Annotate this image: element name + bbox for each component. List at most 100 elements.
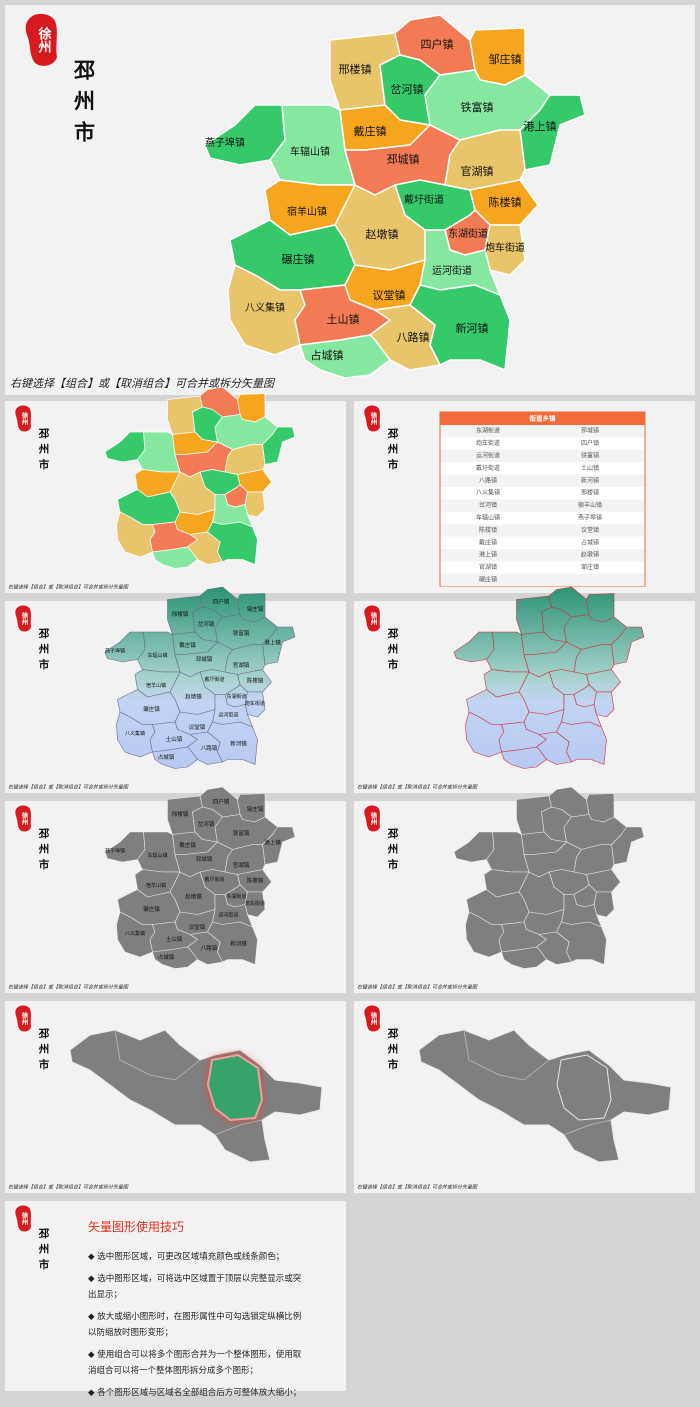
town-label: 八路镇 <box>201 944 218 952</box>
town-label: 炮车街道 <box>245 900 265 907</box>
table-cell: 邳城镇 <box>581 427 599 435</box>
caption: 右键选择【组合】或【取消组合】可合并或拆分矢量图 <box>8 984 129 991</box>
town-label: 东湖街道 <box>226 893 246 900</box>
region <box>152 946 198 969</box>
caption: 右键选择【组合】或【取消组合】可合并或拆分矢量图 <box>8 584 129 591</box>
town-label: 戴圩街道 <box>404 193 444 206</box>
tips: 矢量图形使用技巧 ◆ 选中图形区域，可更改区域填充颜色或线条颜色； ◆ 选中图形区… <box>88 1218 303 1407</box>
table-header: 街道乡镇 <box>529 414 557 423</box>
table-cell: 占城镇 <box>581 538 599 546</box>
caption: 右键选择【组合】或【取消组合】可合并或拆分矢量图 <box>8 784 129 791</box>
town-label: 八义集镇 <box>125 730 145 737</box>
table-row <box>440 425 645 438</box>
town-label: 岔河镇 <box>198 820 215 828</box>
table-cell: 岔河镇 <box>479 501 497 509</box>
table-row <box>440 499 645 512</box>
town-label: 铁富镇 <box>233 829 250 837</box>
region <box>69 1029 323 1163</box>
table-cell: 官湖镇 <box>479 563 497 571</box>
town-label: 四户镇 <box>213 598 230 606</box>
town-label: 邳城镇 <box>196 855 213 863</box>
town-label: 邹庄镇 <box>247 605 264 613</box>
logo-text: 徐州 <box>20 1211 29 1227</box>
tip-item: ◆ 选中图形区域，可将选中区域置于顶层以完整显示或突出显示； <box>88 1274 302 1300</box>
map <box>453 786 645 969</box>
table-row <box>440 449 645 463</box>
logo-text: 徐州 <box>369 411 378 427</box>
town-label: 港上镇 <box>264 639 281 647</box>
table-cell: 戴庄镇 <box>479 538 497 546</box>
town-label: 陈楼镇 <box>489 195 522 209</box>
highlight-region <box>206 1053 264 1122</box>
city-name: 邳州市 <box>387 628 399 675</box>
town-label: 炮车街道 <box>245 700 265 707</box>
town-label: 占城镇 <box>311 348 344 362</box>
town-label: 四户镇 <box>213 798 230 806</box>
logo-text: 徐州 <box>20 811 29 827</box>
table-cell: 炮车街道 <box>476 439 500 447</box>
region-map <box>418 1029 672 1163</box>
logo-text: 徐州 <box>36 26 53 54</box>
logo-seal <box>15 405 31 432</box>
region-border <box>463 1029 550 1081</box>
town-label: 车辐山镇 <box>147 852 167 859</box>
town-label: 邹庄镇 <box>247 805 264 813</box>
town-label: 八义集镇 <box>245 301 285 314</box>
table-cell: 八路镇 <box>479 476 497 484</box>
table-cell: 燕子埠镇 <box>578 514 602 522</box>
town-label: 运河街道 <box>218 912 238 919</box>
table-cell: 邢楼镇 <box>581 489 599 497</box>
town-label: 议堂镇 <box>189 723 206 731</box>
region <box>262 826 296 865</box>
town-label: 议堂镇 <box>189 923 206 931</box>
caption: 右键选择【组合】或【取消组合】可合并或拆分矢量图 <box>357 784 478 791</box>
city-name: 邳州市 <box>38 428 50 475</box>
town-label: 土山镇 <box>166 735 183 743</box>
logo-seal <box>15 605 31 632</box>
region <box>611 626 645 665</box>
logo-seal <box>15 805 31 832</box>
town-label: 土山镇 <box>327 312 360 326</box>
town-label: 八路镇 <box>201 744 218 752</box>
town-label: 碾庄镇 <box>143 905 160 913</box>
logo-text: 徐州 <box>369 811 378 827</box>
city-name: 邳州市 <box>387 1028 399 1075</box>
logo-seal <box>25 13 57 66</box>
table-cell: 铁富镇 <box>581 452 599 460</box>
region <box>152 546 198 569</box>
town-label: 东湖街道 <box>226 693 246 700</box>
town-label: 邢楼镇 <box>172 810 189 818</box>
town-label: 邳城镇 <box>196 655 213 663</box>
table-cell: 议堂镇 <box>581 526 599 534</box>
region <box>519 94 586 171</box>
town-label: 港上镇 <box>264 839 281 847</box>
town-label: 新河镇 <box>230 940 247 948</box>
tips-title: 矢量图形使用技巧 <box>88 1220 185 1234</box>
table-cell: 港上镇 <box>479 551 497 559</box>
town-label: 新河镇 <box>456 321 489 335</box>
town-label: 铁富镇 <box>461 100 494 114</box>
city-name: 邳州市 <box>387 828 399 875</box>
table-row <box>440 437 645 450</box>
tip-item: ◆ 放大或缩小图形时，在图形属性中可勾选锁定纵横比例以防缩放时图形变形； <box>88 1312 302 1338</box>
town-label: 赵墩镇 <box>366 227 399 241</box>
map <box>453 586 645 769</box>
town-label: 占城镇 <box>158 753 175 761</box>
town-label: 陈楼镇 <box>247 877 264 885</box>
town-label: 邢楼镇 <box>339 62 372 76</box>
logo-text: 徐州 <box>20 1011 29 1027</box>
table-row <box>440 549 645 562</box>
tips-list: ◆ 选中图形区域，可更改区域填充颜色或线条颜色； ◆ 选中图形区域，可将选中区域置… <box>88 1249 303 1401</box>
town-label: 宿羊山镇 <box>146 682 166 689</box>
region-map <box>69 1029 323 1163</box>
logo-seal <box>15 1205 31 1232</box>
town-label: 官湖镇 <box>233 861 250 869</box>
town-label: 宿羊山镇 <box>146 882 166 889</box>
town-label: 戴庄镇 <box>354 124 387 138</box>
table-cell: 车辐山镇 <box>476 514 500 522</box>
town-label: 邳城镇 <box>387 152 420 166</box>
town-label: 邢楼镇 <box>172 610 189 618</box>
